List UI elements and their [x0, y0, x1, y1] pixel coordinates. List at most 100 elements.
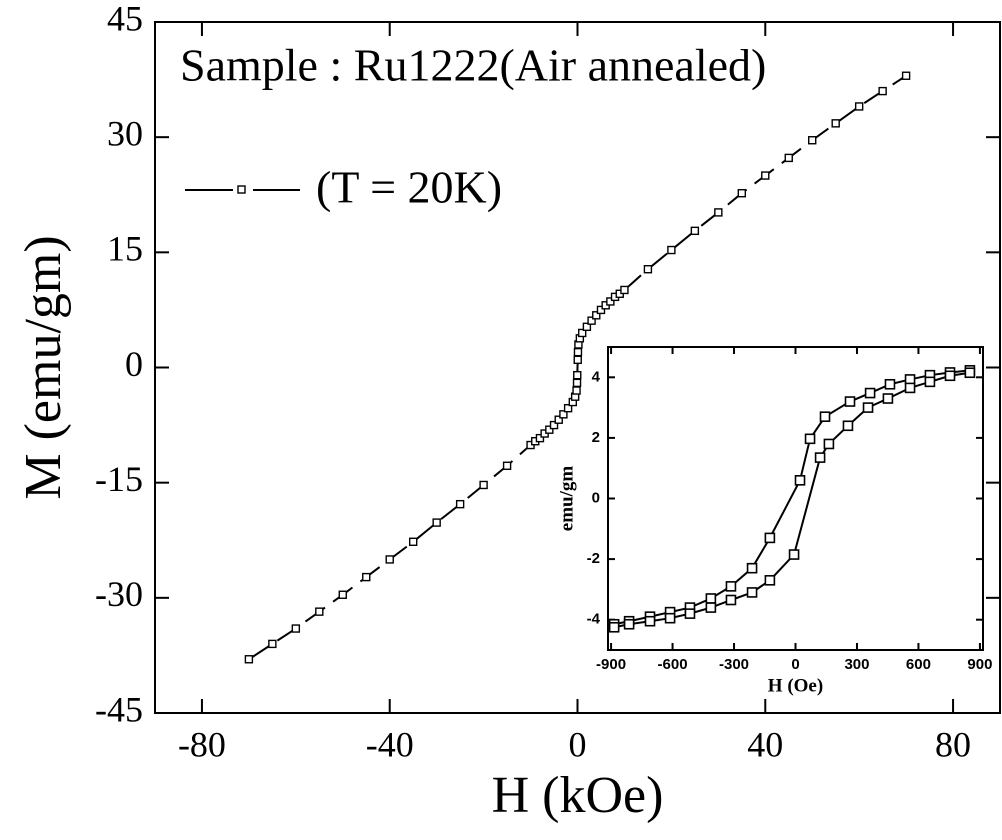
marker — [291, 624, 301, 633]
y-tick-label: -30 — [95, 574, 143, 614]
marker — [587, 316, 596, 325]
marker — [643, 265, 653, 274]
marker — [904, 374, 916, 385]
marker — [690, 226, 700, 236]
marker — [572, 378, 582, 388]
marker — [244, 655, 254, 664]
series-line — [248, 74, 907, 661]
x-axis-label: H (kOe) — [492, 767, 664, 824]
y-axis-label: M (emu/gm) — [15, 235, 72, 499]
marker — [854, 102, 864, 111]
x-tick-label: -600 — [658, 656, 688, 673]
marker — [573, 370, 582, 380]
marker — [831, 119, 840, 128]
y-tick-label: 15 — [107, 229, 143, 269]
marker — [964, 367, 976, 379]
marker — [432, 518, 441, 527]
marker — [549, 420, 559, 430]
y-tick-label: 45 — [107, 0, 143, 38]
marker — [705, 593, 717, 604]
marker — [667, 245, 676, 255]
marker — [268, 639, 277, 649]
marker — [577, 328, 587, 338]
y-tick-label: 4 — [592, 368, 601, 385]
marker — [714, 208, 723, 217]
marker — [725, 581, 737, 592]
marker — [804, 433, 816, 445]
marker — [884, 378, 896, 390]
x-tick-label: 300 — [844, 656, 869, 673]
marker — [620, 285, 629, 295]
y-tick-label: 0 — [592, 489, 600, 506]
marker — [502, 461, 512, 470]
chart-title: Sample : Ru1222(Air annealed) — [180, 40, 766, 91]
marker — [362, 572, 371, 582]
marker — [844, 396, 856, 407]
x-tick-label: 80 — [935, 724, 971, 764]
x-tick-label: -80 — [178, 724, 226, 764]
x-tick-label: 0 — [569, 724, 587, 764]
marker — [794, 475, 806, 486]
y-tick-label: -4 — [587, 611, 601, 628]
plot: -900 -600 -300 0 300 600 900 -4 -2 0 2 4 H (Oe) emu/g… — [556, 346, 992, 696]
marker — [784, 153, 793, 163]
marker — [455, 499, 465, 509]
marker — [882, 393, 894, 404]
marker — [385, 555, 394, 564]
marker — [563, 403, 573, 413]
x-tick-label: -40 — [366, 724, 414, 764]
marker — [904, 382, 916, 394]
marker — [901, 71, 911, 80]
marker — [808, 136, 817, 145]
marker — [338, 590, 347, 599]
plot-frame — [607, 346, 984, 651]
marker — [746, 562, 758, 574]
marker — [864, 387, 876, 399]
marker — [596, 305, 606, 315]
y-tick-label: -15 — [95, 459, 143, 499]
x-tick-label: 600 — [906, 656, 931, 673]
marker — [535, 433, 545, 443]
marker — [606, 297, 615, 306]
marker — [408, 537, 418, 546]
x-tick-label: -300 — [719, 656, 749, 673]
marker — [479, 480, 488, 490]
marker — [862, 402, 874, 413]
marker — [823, 438, 835, 450]
marker — [315, 607, 324, 616]
marker — [559, 410, 568, 419]
marker — [582, 322, 592, 332]
marker — [761, 171, 770, 180]
marker — [944, 370, 956, 382]
marker — [592, 311, 601, 320]
marker — [819, 411, 831, 422]
marker — [842, 420, 854, 432]
marker — [737, 189, 747, 198]
legend-marker — [237, 185, 246, 194]
marker — [764, 532, 776, 544]
marker — [684, 608, 696, 619]
marker — [608, 621, 620, 633]
x-tick-label: -900 — [596, 656, 626, 673]
marker — [788, 549, 800, 560]
y-tick-label: 2 — [592, 429, 600, 446]
marker — [705, 602, 717, 613]
x-tick-label: 40 — [747, 724, 783, 764]
marker — [764, 575, 776, 586]
marker — [545, 425, 554, 434]
marker — [623, 618, 635, 630]
marker — [725, 594, 737, 606]
marker — [924, 376, 936, 388]
y-tick-label: 0 — [125, 344, 143, 384]
marker — [746, 587, 758, 598]
y-tick-label: -45 — [95, 689, 143, 729]
y-tick-label: -2 — [587, 550, 600, 567]
y-axis-label: emu/gm — [556, 466, 577, 532]
marker — [573, 347, 583, 357]
y-tick-label: 30 — [107, 113, 143, 153]
legend-label: (T = 20K) — [316, 162, 502, 213]
x-tick-label: 0 — [791, 656, 799, 673]
marker — [554, 415, 563, 424]
x-tick-label: 900 — [967, 656, 992, 673]
